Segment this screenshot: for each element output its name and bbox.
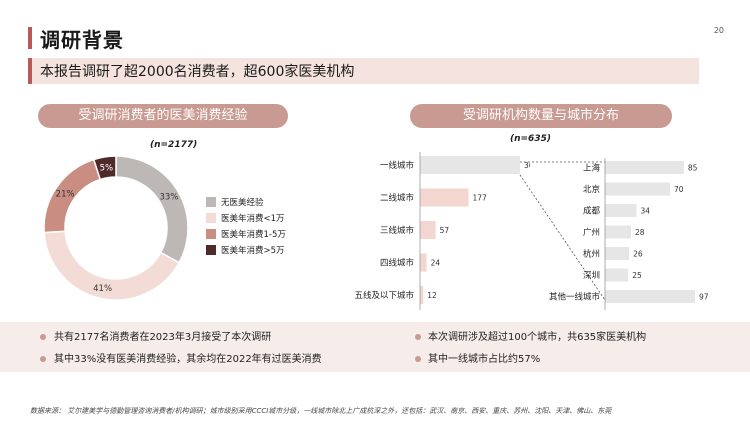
tier-bar-label: 五线及以下城市 (354, 290, 414, 301)
city-bar-label: 广州 (583, 227, 600, 238)
legend-item: 医美年消费1-5万 (206, 228, 286, 240)
city-bar (605, 290, 695, 303)
legend-swatch (206, 229, 216, 239)
donut-legend: 无医美经验医美年消费<1万 医美年消费1-5万 医美年消费>5万 (206, 196, 286, 260)
donut-slice-label: 33% (159, 193, 178, 203)
summary-right-1: 本次调研涉及超过100个城市，共635家医美机构 (428, 332, 647, 343)
tier-bar-value: 57 (440, 226, 450, 235)
institution-sample-size: (n=635) (510, 134, 551, 144)
tier-breakdown-connector (519, 161, 606, 301)
right-panel-header: 受调研机构数量与城市分布 (410, 104, 672, 128)
consumer-experience-donut-chart: 33% 41% 21% 5% (43, 155, 189, 301)
left-panel-header: 受调研消费者的医美消费经验 (38, 104, 288, 128)
legend-item: 医美年消费>5万 (206, 244, 286, 256)
summary-left-2: 其中33%没有医美消费经验，其余均在2022年有过医美消费 (54, 354, 322, 365)
legend-swatch (206, 245, 216, 255)
tier-bar-label: 三线城市 (380, 225, 415, 236)
page-number: 20 (713, 26, 724, 35)
tier-bar-label: 一线城市 (380, 160, 415, 171)
page-subtitle: 本报告调研了超2000名消费者，超600家医美机构 (40, 64, 355, 80)
bullet-dot (415, 356, 421, 362)
page-title: 调研背景 (40, 28, 124, 52)
tier-bar (420, 286, 424, 304)
city-bar-value: 25 (632, 271, 642, 280)
city-bar-label: 北京 (583, 184, 600, 195)
donut-slice (92, 155, 117, 181)
tier-bar (420, 156, 520, 174)
bullet-dot (415, 334, 421, 340)
donut-slice (115, 155, 189, 264)
city-bar-value: 28 (635, 228, 645, 237)
city-bar-value: 34 (641, 207, 651, 216)
city-bar (605, 268, 629, 282)
summary-band (0, 322, 750, 372)
city-bar (605, 225, 631, 239)
donut-slice-label: 41% (93, 284, 112, 294)
summary-right-2: 其中一线城市占比约57% (428, 354, 541, 365)
legend-label: 医美年消费<1万 (221, 214, 285, 224)
legend-label: 医美年消费>5万 (221, 246, 285, 256)
city-bar-value: 26 (633, 250, 643, 259)
tier-bar-value: 24 (431, 259, 441, 268)
city-bar-label: 成都 (583, 206, 601, 217)
legend-swatch (206, 197, 216, 207)
city-bar-label: 上海 (583, 163, 601, 174)
city-bar-label: 深圳 (583, 270, 600, 281)
city-bar (605, 182, 670, 196)
tier-bar (420, 253, 427, 272)
subtitle-box (28, 58, 699, 84)
city-bar (605, 161, 684, 174)
legend-item: 医美年消费<1万 (206, 212, 286, 224)
consumer-sample-size: (n=2177) (150, 140, 198, 150)
title-accent-bar (28, 27, 32, 49)
tier-bar-label: 二线城市 (380, 193, 415, 204)
tier-bar-value: 177 (472, 194, 487, 203)
city-tier-bar-chart: 一线城市 365 二线城市 177 三线城市 57 四线城市 24 五线及以下城市 12 (354, 152, 530, 310)
city-bar-value: 70 (674, 185, 684, 194)
legend-label: 无医美经验 (221, 198, 264, 208)
tier-bar (420, 221, 436, 239)
donut-slice-label: 5% (100, 163, 114, 173)
bullet-dot (40, 334, 46, 340)
source-footnote: 数据来源： 艾尔建美学与德勤管理咨询消费者/机构调研；城市级别采用CCCI城市分… (30, 407, 612, 415)
city-bar-label: 其他一线城市 (549, 292, 601, 303)
tier-bar (420, 188, 469, 207)
city-bar (605, 247, 630, 260)
tier1-city-bar-chart: 上海 85 北京 70 成都 34 广州 28 杭州 26 深圳 25 其他一线城市 97 (549, 158, 709, 310)
bullet-dot (40, 356, 46, 362)
city-bar-value: 97 (699, 293, 709, 302)
donut-slice-label: 21% (56, 189, 75, 199)
subtitle-accent-bar (28, 58, 32, 84)
tier-bar-value: 12 (427, 291, 437, 300)
tier-bar-label: 四线城市 (380, 258, 415, 269)
city-bar-label: 杭州 (583, 249, 600, 260)
tier-bar-value: 365 (524, 161, 530, 170)
city-bar (605, 204, 637, 217)
legend-item: 无医美经验 (206, 196, 286, 208)
city-bar-value: 85 (688, 164, 698, 173)
summary-left-1: 共有2177名消费者在2023年3月接受了本次调研 (54, 332, 272, 343)
legend-label: 医美年消费1-5万 (221, 230, 286, 240)
legend-swatch (206, 213, 216, 223)
